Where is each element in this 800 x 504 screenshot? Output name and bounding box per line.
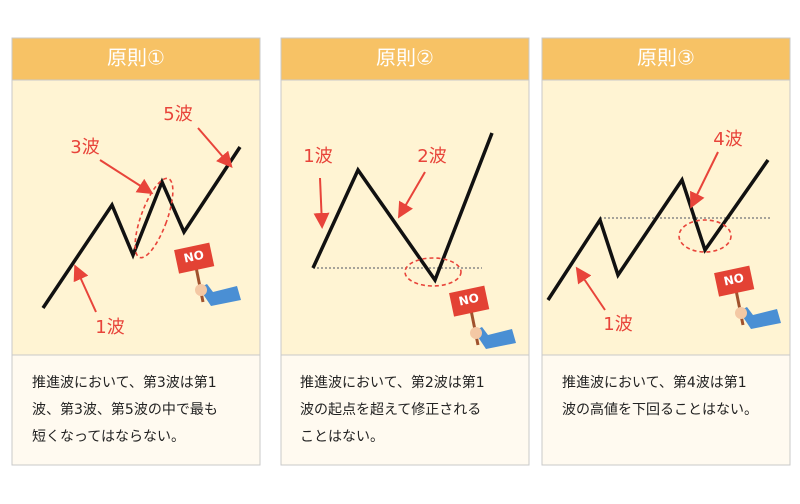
wave-label: 1波 <box>303 146 332 167</box>
description: 波の高値を下回ることはない。 <box>562 401 758 418</box>
wave-label: 1波 <box>603 314 632 335</box>
wave-label: 4波 <box>713 129 742 150</box>
no-sign: NO <box>712 264 783 331</box>
description: 推進波において、第2波は第1 <box>300 374 485 391</box>
panel-body <box>280 79 530 356</box>
panel-header <box>280 37 530 81</box>
panel-header <box>11 37 261 81</box>
description: ことはない。 <box>300 429 384 445</box>
wave-line <box>41 146 242 309</box>
panel-body <box>11 79 261 356</box>
description: 推進波において、第3波は第1 <box>32 374 217 391</box>
wave-line <box>546 158 770 301</box>
arrow <box>313 177 330 229</box>
wave-label: 1波 <box>95 317 124 338</box>
wave-line <box>311 132 494 284</box>
no-sign: NO <box>447 284 518 351</box>
arrow <box>575 266 606 311</box>
description: 推進波において、第4波は第1 <box>562 374 747 391</box>
arrow <box>690 151 719 209</box>
panel: 原則② 1波 2波 NO 推進波において、第2波は第1 波の起点を超えて修正され… <box>280 37 530 466</box>
wave-label: 3波 <box>70 137 99 158</box>
wave-label: 2波 <box>417 146 446 167</box>
highlight <box>404 257 462 287</box>
panel-header <box>541 37 791 81</box>
panel: 原則① 3波 5波 1波 NO 推進波において、第3波は第1 波、第3波、第5波… <box>11 37 261 466</box>
sign-text: NO <box>722 271 745 289</box>
arrow <box>397 171 426 219</box>
no-sign: NO <box>172 241 243 308</box>
description: 波の起点を超えて修正される <box>300 402 481 418</box>
panel-footer <box>541 354 791 466</box>
description: 波、第3波、第5波の中で最も <box>32 401 218 418</box>
panel-title: 原則③ <box>637 46 695 70</box>
panel-title: 原則② <box>376 46 434 70</box>
highlight <box>134 177 174 259</box>
panel-footer <box>280 354 530 466</box>
highlight <box>678 219 732 253</box>
panel-title: 原則① <box>107 46 165 70</box>
arrow <box>197 127 233 169</box>
panel-footer <box>11 354 261 466</box>
panel: 原則③ 4波 1波 NO 推進波において、第4波は第1 波の高値を下回ることはな… <box>541 37 791 466</box>
sign-text: NO <box>457 291 480 309</box>
wave-label: 5波 <box>163 104 192 125</box>
arrow <box>99 159 154 195</box>
arrow <box>73 264 97 313</box>
sign-text: NO <box>182 248 205 266</box>
description: 短くなってはならない。 <box>32 429 185 445</box>
